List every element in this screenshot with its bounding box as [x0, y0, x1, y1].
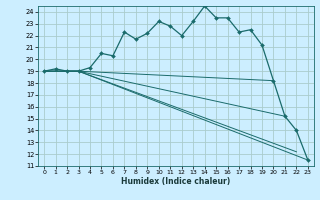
X-axis label: Humidex (Indice chaleur): Humidex (Indice chaleur)	[121, 177, 231, 186]
